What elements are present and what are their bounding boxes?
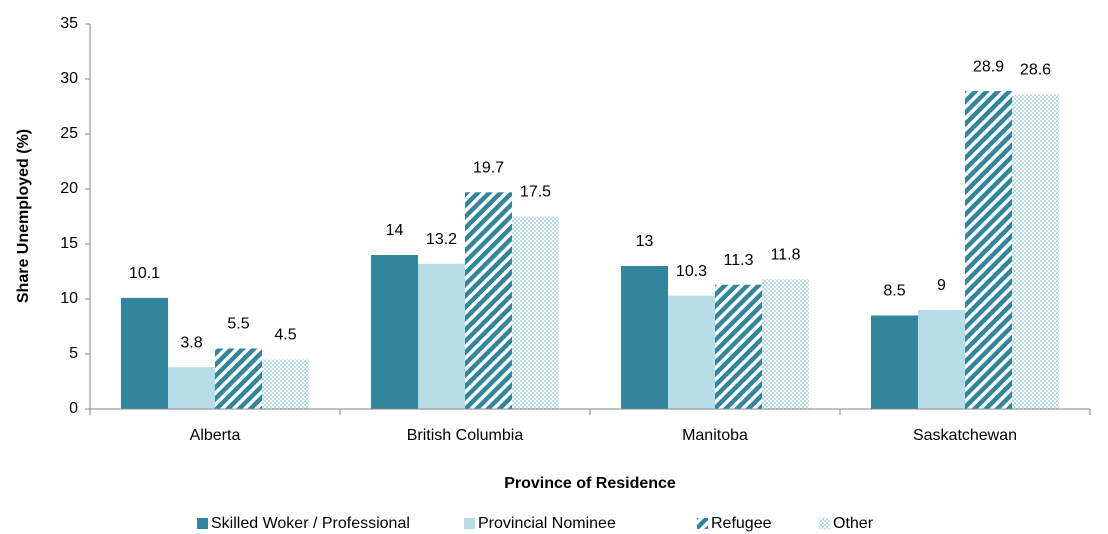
legend-swatch bbox=[464, 518, 475, 529]
x-tick-label: Saskatchewan bbox=[913, 427, 1017, 444]
y-tick-label: 20 bbox=[60, 180, 78, 197]
data-label: 8.5 bbox=[883, 283, 905, 300]
legend-label: Refugee bbox=[711, 515, 772, 532]
bar bbox=[371, 255, 418, 409]
bar bbox=[621, 266, 668, 409]
y-tick-label: 10 bbox=[60, 290, 78, 307]
legend-label: Skilled Woker / Professional bbox=[211, 515, 410, 532]
bar bbox=[215, 348, 262, 409]
x-tick-label: Alberta bbox=[190, 427, 241, 444]
data-label: 17.5 bbox=[520, 184, 551, 201]
bar bbox=[418, 263, 465, 409]
data-label: 13.2 bbox=[426, 231, 457, 248]
y-tick-label: 25 bbox=[60, 125, 78, 142]
data-label: 19.7 bbox=[473, 160, 504, 177]
data-label: 11.3 bbox=[724, 252, 754, 269]
bar bbox=[762, 279, 809, 409]
bar bbox=[871, 315, 918, 409]
bar bbox=[918, 310, 965, 409]
legend-swatch bbox=[197, 518, 208, 529]
data-label: 11.8 bbox=[771, 246, 801, 263]
bar bbox=[668, 295, 715, 409]
data-label: 4.5 bbox=[274, 327, 296, 344]
data-label: 9 bbox=[937, 277, 946, 294]
legend-label: Other bbox=[833, 515, 874, 532]
data-label: 14 bbox=[386, 222, 404, 239]
data-label: 28.9 bbox=[973, 58, 1004, 75]
y-tick-label: 5 bbox=[69, 345, 78, 362]
x-tick-label: Manitoba bbox=[682, 427, 748, 444]
y-axis-title: Share Unemployed (%) bbox=[15, 129, 32, 303]
bar bbox=[1012, 94, 1059, 410]
y-tick-label: 15 bbox=[60, 235, 78, 252]
bar bbox=[262, 359, 309, 409]
x-axis-title: Province of Residence bbox=[504, 475, 676, 492]
data-label: 5.5 bbox=[227, 316, 249, 333]
bar bbox=[121, 297, 168, 409]
bar bbox=[512, 216, 559, 409]
y-tick-label: 30 bbox=[60, 70, 78, 87]
data-label: 3.8 bbox=[180, 334, 202, 351]
data-label: 10.1 bbox=[129, 265, 160, 282]
legend-label: Provincial Nominee bbox=[478, 515, 616, 532]
bar bbox=[168, 367, 215, 409]
data-label: 28.6 bbox=[1020, 62, 1051, 79]
y-tick-label: 35 bbox=[60, 15, 78, 32]
y-tick-label: 0 bbox=[69, 400, 78, 417]
data-label: 13 bbox=[636, 233, 654, 250]
bar bbox=[715, 284, 762, 409]
legend-swatch bbox=[819, 518, 830, 529]
data-label: 10.3 bbox=[676, 263, 707, 280]
bar bbox=[965, 91, 1012, 409]
x-tick-label: British Columbia bbox=[407, 427, 524, 444]
legend-swatch bbox=[697, 518, 708, 529]
bar bbox=[465, 192, 512, 409]
